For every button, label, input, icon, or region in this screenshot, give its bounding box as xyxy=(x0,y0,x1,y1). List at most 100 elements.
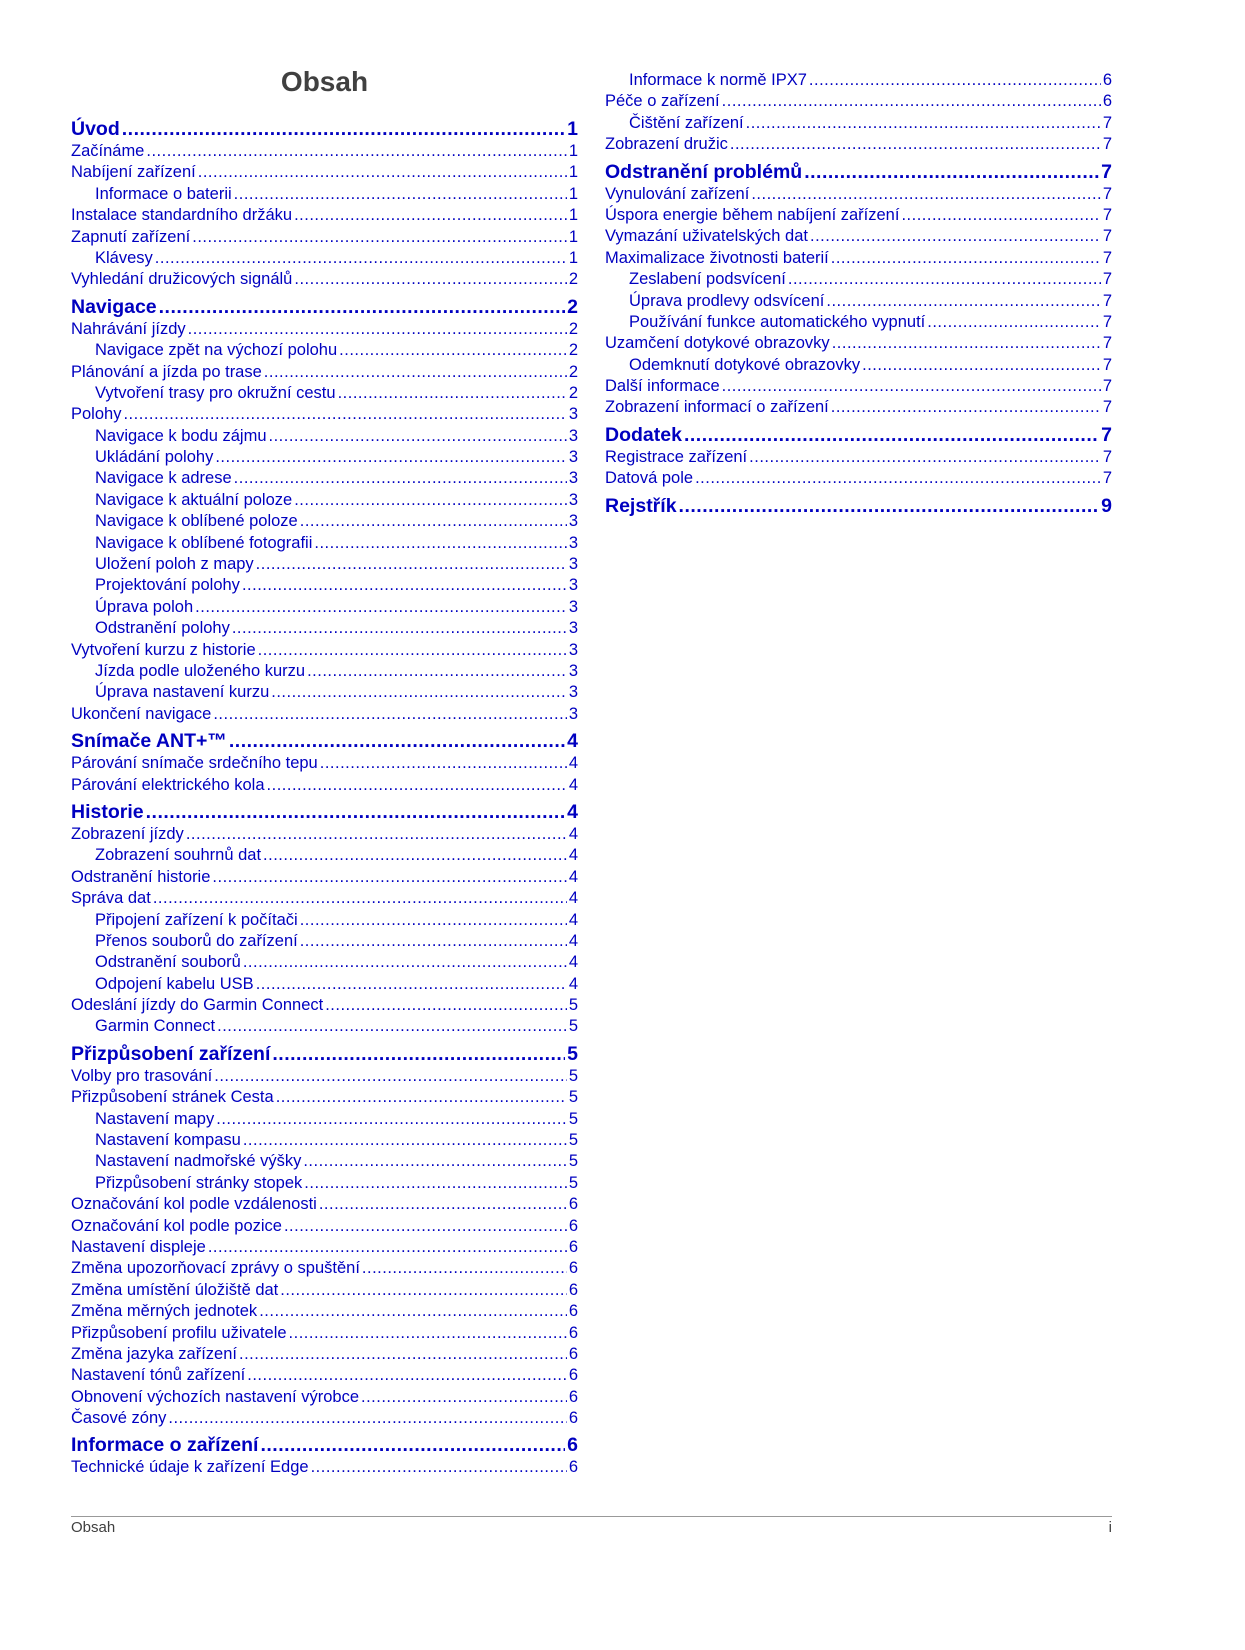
toc-entry-link[interactable]: Navigace k oblíbené fotografii 3 xyxy=(71,533,578,554)
toc-entry-link[interactable]: Zapnutí zařízení 1 xyxy=(71,227,578,248)
toc-entry-link[interactable]: Přenos souborů do zařízení 4 xyxy=(71,931,578,952)
toc-entry-link[interactable]: Vynulování zařízení 7 xyxy=(605,184,1112,205)
toc-entry-link[interactable]: Datová pole 7 xyxy=(605,468,1112,489)
dot-leader xyxy=(242,575,567,596)
toc-entry-link[interactable]: Označování kol podle pozice 6 xyxy=(71,1216,578,1237)
toc-entry-link[interactable]: Navigace k adrese 3 xyxy=(71,468,578,489)
toc-entry-link[interactable]: Technické údaje k zařízení Edge 6 xyxy=(71,1457,578,1478)
toc-entry-link[interactable]: Navigace zpět na výchozí polohu 2 xyxy=(71,340,578,361)
dot-leader xyxy=(159,296,566,319)
toc-page-number: 7 xyxy=(1102,270,1112,289)
dot-leader xyxy=(122,118,565,141)
toc-entry-title: Párování snímače srdečního tepu xyxy=(71,754,318,773)
toc-entry-title: Úprava nastavení kurzu xyxy=(95,683,270,702)
toc-heading-link[interactable]: Odstranění problémů 7 xyxy=(605,161,1112,184)
toc-entry-link[interactable]: Správa dat 4 xyxy=(71,888,578,909)
toc-entry-link[interactable]: Změna upozorňovací zprávy o spuštění 6 xyxy=(71,1258,578,1279)
toc-entry-link[interactable]: Zobrazení družic 7 xyxy=(605,134,1112,155)
dot-leader xyxy=(294,205,567,226)
toc-entry-link[interactable]: Zobrazení jízdy 4 xyxy=(71,824,578,845)
toc-entry-link[interactable]: Uzamčení dotykové obrazovky 7 xyxy=(605,333,1112,354)
toc-entry-link[interactable]: Párování snímače srdečního tepu 4 xyxy=(71,753,578,774)
toc-entry-link[interactable]: Informace k normě IPX7 6 xyxy=(605,70,1112,91)
dot-leader xyxy=(146,801,566,824)
toc-entry-link[interactable]: Klávesy 1 xyxy=(71,248,578,269)
toc-entry-link[interactable]: Nastavení mapy 5 xyxy=(71,1109,578,1130)
toc-entry-link[interactable]: Čištění zařízení 7 xyxy=(605,113,1112,134)
toc-entry-link[interactable]: Odstranění souborů 4 xyxy=(71,952,578,973)
toc-entry-link[interactable]: Časové zóny 6 xyxy=(71,1408,578,1429)
toc-entry-link[interactable]: Nastavení kompasu 5 xyxy=(71,1130,578,1151)
toc-entry-link[interactable]: Vymazání uživatelských dat 7 xyxy=(605,226,1112,247)
toc-heading-link[interactable]: Navigace 2 xyxy=(71,296,578,319)
toc-entry-link[interactable]: Maximalizace životnosti baterií 7 xyxy=(605,248,1112,269)
toc-entry-link[interactable]: Polohy 3 xyxy=(71,404,578,425)
toc-entry-link[interactable]: Úspora energie během nabíjení zařízení 7 xyxy=(605,205,1112,226)
toc-entry-link[interactable]: Plánování a jízda po trase 2 xyxy=(71,362,578,383)
toc-entry-link[interactable]: Změna jazyka zařízení 6 xyxy=(71,1344,578,1365)
toc-heading-link[interactable]: Úvod 1 xyxy=(71,118,578,141)
toc-entry-link[interactable]: Odstranění historie 4 xyxy=(71,867,578,888)
toc-entry-link[interactable]: Párování elektrického kola 4 xyxy=(71,775,578,796)
toc-entry-link[interactable]: Přizpůsobení stránek Cesta 5 xyxy=(71,1087,578,1108)
toc-entry-link[interactable]: Nahrávání jízdy 2 xyxy=(71,319,578,340)
toc-entry-link[interactable]: Úprava nastavení kurzu 3 xyxy=(71,682,578,703)
toc-entry-link[interactable]: Instalace standardního držáku 1 xyxy=(71,205,578,226)
toc-entry-link[interactable]: Připojení zařízení k počítači 4 xyxy=(71,910,578,931)
toc-entry-link[interactable]: Ukládání polohy 3 xyxy=(71,447,578,468)
toc-heading-link[interactable]: Rejstřík 9 xyxy=(605,495,1112,518)
toc-entry-link[interactable]: Navigace k aktuální poloze 3 xyxy=(71,490,578,511)
dot-leader xyxy=(339,340,567,361)
toc-entry-link[interactable]: Zobrazení souhrnů dat 4 xyxy=(71,845,578,866)
toc-entry-link[interactable]: Další informace 7 xyxy=(605,376,1112,397)
toc-entry-link[interactable]: Jízda podle uloženého kurzu 3 xyxy=(71,661,578,682)
toc-entry-link[interactable]: Garmin Connect 5 xyxy=(71,1016,578,1037)
toc-entry-link[interactable]: Registrace zařízení 7 xyxy=(605,447,1112,468)
toc-heading-link[interactable]: Informace o zařízení 6 xyxy=(71,1434,578,1457)
toc-entry-link[interactable]: Navigace k bodu zájmu 3 xyxy=(71,426,578,447)
toc-heading-link[interactable]: Snímače ANT+™ 4 xyxy=(71,730,578,753)
toc-entry-link[interactable]: Změna umístění úložiště dat 6 xyxy=(71,1280,578,1301)
toc-entry-link[interactable]: Odstranění polohy 3 xyxy=(71,618,578,639)
toc-entry-link[interactable]: Vyhledání družicových signálů 2 xyxy=(71,269,578,290)
toc-entry-link[interactable]: Zeslabení podsvícení 7 xyxy=(605,269,1112,290)
toc-entry-link[interactable]: Přizpůsobení profilu uživatele 6 xyxy=(71,1323,578,1344)
toc-page-number: 4 xyxy=(568,953,578,972)
toc-entry-link[interactable]: Péče o zařízení 6 xyxy=(605,91,1112,112)
toc-entry-link[interactable]: Používání funkce automatického vypnutí 7 xyxy=(605,312,1112,333)
toc-entry-link[interactable]: Volby pro trasování 5 xyxy=(71,1066,578,1087)
toc-heading-link[interactable]: Dodatek 7 xyxy=(605,424,1112,447)
toc-entry-title: Odstranění problémů xyxy=(605,160,803,183)
dot-leader xyxy=(239,1344,567,1365)
toc-entry-link[interactable]: Informace o baterii 1 xyxy=(71,184,578,205)
toc-entry-link[interactable]: Nastavení displeje 6 xyxy=(71,1237,578,1258)
toc-entry-link[interactable]: Projektování polohy 3 xyxy=(71,575,578,596)
toc-entry-link[interactable]: Ukončení navigace 3 xyxy=(71,704,578,725)
toc-entry-title: Datová pole xyxy=(605,469,694,488)
toc-entry-link[interactable]: Úprava prodlevy odsvícení 7 xyxy=(605,291,1112,312)
toc-entry-link[interactable]: Nastavení nadmořské výšky 5 xyxy=(71,1151,578,1172)
toc-page-number: 3 xyxy=(568,533,578,552)
toc-entry-link[interactable]: Obnovení výchozích nastavení výrobce 6 xyxy=(71,1387,578,1408)
toc-entry-link[interactable]: Začínáme 1 xyxy=(71,141,578,162)
dot-leader xyxy=(722,91,1101,112)
toc-entry-link[interactable]: Nabíjení zařízení 1 xyxy=(71,162,578,183)
toc-entry-link[interactable]: Zobrazení informací o zařízení 7 xyxy=(605,397,1112,418)
toc-entry-link[interactable]: Odpojení kabelu USB 4 xyxy=(71,974,578,995)
toc-entry-link[interactable]: Uložení poloh z mapy 3 xyxy=(71,554,578,575)
toc-entry-link[interactable]: Navigace k oblíbené poloze 3 xyxy=(71,511,578,532)
toc-heading-link[interactable]: Přizpůsobení zařízení 5 xyxy=(71,1043,578,1066)
toc-entry-link[interactable]: Označování kol podle vzdálenosti 6 xyxy=(71,1194,578,1215)
toc-entry-title: Přizpůsobení stránky stopek xyxy=(95,1173,303,1192)
toc-entry-link[interactable]: Úprava poloh 3 xyxy=(71,597,578,618)
toc-entry-link[interactable]: Změna měrných jednotek 6 xyxy=(71,1301,578,1322)
toc-entry-link[interactable]: Vytvoření trasy pro okružní cestu 2 xyxy=(71,383,578,404)
toc-heading-link[interactable]: Historie 4 xyxy=(71,801,578,824)
toc-entry-link[interactable]: Nastavení tónů zařízení 6 xyxy=(71,1365,578,1386)
toc-entry-link[interactable]: Přizpůsobení stránky stopek 5 xyxy=(71,1173,578,1194)
toc-entry-link[interactable]: Vytvoření kurzu z historie 3 xyxy=(71,640,578,661)
toc-entry-link[interactable]: Odeslání jízdy do Garmin Connect 5 xyxy=(71,995,578,1016)
toc-entry-title: Uložení poloh z mapy xyxy=(95,555,254,574)
dot-leader xyxy=(831,397,1101,418)
toc-entry-link[interactable]: Odemknutí dotykové obrazovky 7 xyxy=(605,355,1112,376)
